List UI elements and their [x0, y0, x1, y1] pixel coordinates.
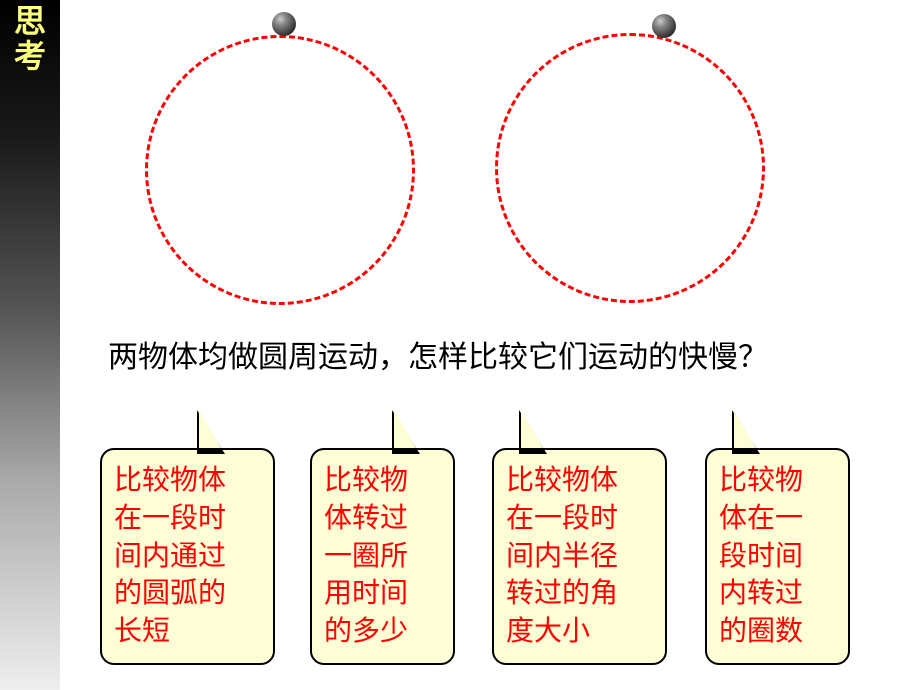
- callout-4: 比较物体在一段时间内转过的圈数: [705, 448, 850, 665]
- callout-1: 比较物体在一段时间内通过的圆弧的长短: [100, 448, 275, 665]
- callout-2: 比较物体转过一圈所用时间的多少: [310, 448, 455, 665]
- orbit-circle-right: [495, 33, 765, 303]
- main-area: 两物体均做圆周运动，怎样比较它们运动的快慢？ 比较物体在一段时间内通过的圆弧的长…: [60, 0, 920, 690]
- callout-tail-fill-icon: [394, 410, 416, 448]
- callout-tail-fill-icon: [199, 410, 221, 448]
- question-text: 两物体均做圆周运动，怎样比较它们运动的快慢？: [108, 332, 768, 376]
- sidebar: 思 考: [0, 0, 60, 690]
- callout-text-4: 比较物体在一段时间内转过的圈数: [719, 462, 836, 651]
- callout-text-2: 比较物体转过一圈所用时间的多少: [324, 462, 441, 651]
- sidebar-title: 思 考: [0, 0, 60, 74]
- callout-tail-fill-icon: [521, 410, 543, 448]
- ball-right: [652, 14, 676, 38]
- sidebar-title-line2: 考: [0, 39, 60, 74]
- callout-text-1: 比较物体在一段时间内通过的圆弧的长短: [114, 462, 261, 651]
- orbit-circle-left: [145, 35, 415, 305]
- callout-text-3: 比较物体在一段时间内半径转过的角度大小: [506, 462, 653, 651]
- callout-3: 比较物体在一段时间内半径转过的角度大小: [492, 448, 667, 665]
- ball-left: [272, 12, 296, 36]
- sidebar-title-line1: 思: [0, 4, 60, 39]
- callout-tail-fill-icon: [734, 410, 756, 448]
